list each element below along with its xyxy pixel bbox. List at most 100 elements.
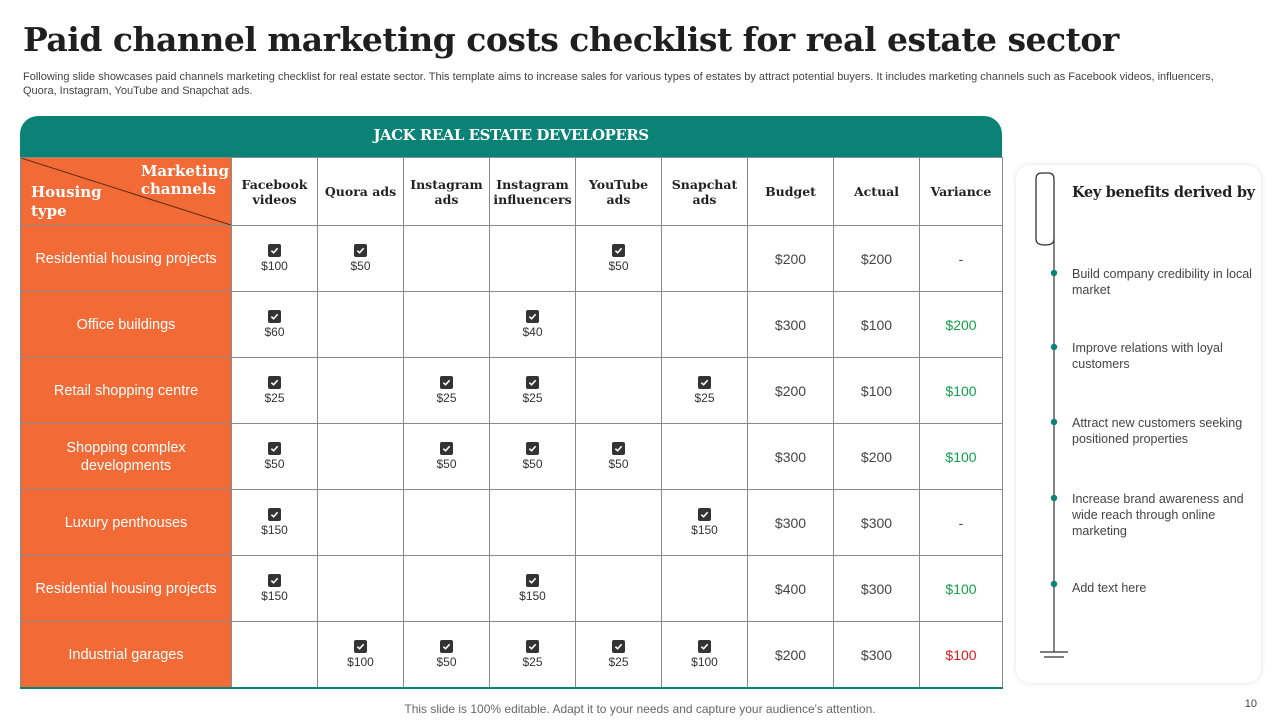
checkbox-checked-icon [354, 640, 367, 653]
channel-amount: $150 [691, 523, 718, 537]
table-row: Retail shopping centre $25 $25 $25 $25 $200 $1… [20, 357, 1003, 424]
table-row: Residential housing projects $150 $150 $400… [20, 555, 1003, 622]
row-housing-type: Office buildings [20, 291, 232, 358]
channel-check: $50 [404, 442, 489, 471]
channel-cell: $150 [661, 489, 748, 556]
checkbox-checked-icon [440, 442, 453, 455]
budget-cell: $300 [747, 489, 834, 556]
checkbox-checked-icon [612, 244, 625, 257]
footer-note: This slide is 100% editable. Adapt it to… [404, 702, 876, 716]
channel-cell [317, 555, 404, 622]
table-banner: JACK REAL ESTATE DEVELOPERS [20, 116, 1002, 158]
channel-amount: $25 [436, 391, 457, 405]
checkbox-checked-icon [612, 640, 625, 653]
budget-cell: $200 [747, 225, 834, 292]
checkbox-checked-icon [440, 376, 453, 389]
benefits-title: Key benefits derived by real estate sect… [1072, 184, 1260, 201]
channel-amount: $25 [264, 391, 285, 405]
table-row: Office buildings $60 $40 $300 $100 $200 [20, 291, 1003, 358]
corner-label-channels: Marketing channels [140, 162, 229, 198]
channel-cell [575, 357, 662, 424]
channel-amount: $100 [347, 655, 374, 669]
actual-cell: $300 [833, 489, 920, 556]
channel-amount: $50 [436, 457, 457, 471]
table-row: Residential housing projects $100 $50 $50 $2… [20, 225, 1003, 292]
variance-cell: $100 [919, 423, 1003, 490]
variance-cell: $100 [919, 555, 1003, 622]
channel-cell [661, 291, 748, 358]
corner-diagonal [21, 158, 231, 225]
channel-check: $50 [490, 442, 575, 471]
channel-cell [403, 225, 490, 292]
table-header-row: Marketing channels Housing type Facebook v… [20, 157, 1003, 226]
channel-cell: $50 [489, 423, 576, 490]
checkbox-checked-icon [698, 376, 711, 389]
channel-cell [403, 489, 490, 556]
channel-amount: $50 [436, 655, 457, 669]
channel-check: $150 [490, 574, 575, 603]
channel-check: $25 [490, 376, 575, 405]
variance-cell: $200 [919, 291, 1003, 358]
channel-cell: $50 [403, 621, 490, 689]
channel-cell [489, 489, 576, 556]
channel-cell [317, 489, 404, 556]
benefit-item: Build company credibility in local marke… [1072, 267, 1252, 297]
variance-cell: $100 [919, 357, 1003, 424]
channel-check: $50 [576, 244, 661, 273]
channel-cell: $50 [575, 225, 662, 292]
checkbox-checked-icon [268, 244, 281, 257]
benefit-item: Add text here [1072, 581, 1147, 595]
channel-cell [231, 621, 318, 689]
channel-cell: $25 [231, 357, 318, 424]
budget-cell: $300 [747, 291, 834, 358]
header-instagram-ads: Instagram ads [403, 157, 490, 226]
channel-amount: $150 [519, 589, 546, 603]
channel-check: $150 [232, 574, 317, 603]
channel-cell [575, 291, 662, 358]
channel-cell [317, 423, 404, 490]
channel-cell: $40 [489, 291, 576, 358]
actual-cell: $300 [833, 555, 920, 622]
channel-amount: $50 [522, 457, 543, 471]
actual-cell: $200 [833, 423, 920, 490]
channel-amount: $150 [261, 523, 288, 537]
checkbox-checked-icon [698, 508, 711, 521]
channel-cell [661, 225, 748, 292]
channel-amount: $60 [264, 325, 285, 339]
channel-check: $25 [232, 376, 317, 405]
channel-check: $25 [490, 640, 575, 669]
channel-cell [661, 423, 748, 490]
header-instagram-influencers: Instagram influencers [489, 157, 576, 226]
channel-cell: $25 [661, 357, 748, 424]
benefit-item: Improve relations with loyal customers [1072, 341, 1223, 371]
variance-cell: $100 [919, 621, 1003, 689]
checkbox-checked-icon [526, 310, 539, 323]
channel-cell [489, 225, 576, 292]
channel-check: $100 [232, 244, 317, 273]
bullet-dot [1050, 580, 1058, 588]
channel-amount: $50 [264, 457, 285, 471]
channel-check: $150 [232, 508, 317, 537]
checkbox-checked-icon [268, 376, 281, 389]
channel-cell: $25 [489, 621, 576, 689]
slide-subtitle: Following slide showcases paid channels … [23, 71, 1214, 97]
channel-amount: $25 [522, 655, 543, 669]
benefit-item: Attract new customers seeking positioned… [1072, 416, 1243, 446]
channel-cell [317, 291, 404, 358]
budget-cell: $200 [747, 357, 834, 424]
channel-amount: $100 [261, 259, 288, 273]
table-body: Residential housing projects $100 $50 $50 $2… [20, 225, 1003, 689]
bullet-dot [1050, 494, 1058, 502]
channel-cell: $60 [231, 291, 318, 358]
checkbox-checked-icon [526, 574, 539, 587]
table-row: Industrial garages $100 $50 $25 $25 $100 $200 $… [20, 621, 1003, 689]
header-variance: Variance [919, 157, 1003, 226]
table-row: Luxury penthouses $150 $150 $300 $300- [20, 489, 1003, 556]
channel-cell [661, 555, 748, 622]
header-youtube-ads: YouTube ads [575, 157, 662, 226]
channel-cell [317, 357, 404, 424]
actual-cell: $300 [833, 621, 920, 689]
channel-cell [575, 555, 662, 622]
channel-amount: $50 [350, 259, 371, 273]
variance-cell: - [919, 225, 1003, 292]
